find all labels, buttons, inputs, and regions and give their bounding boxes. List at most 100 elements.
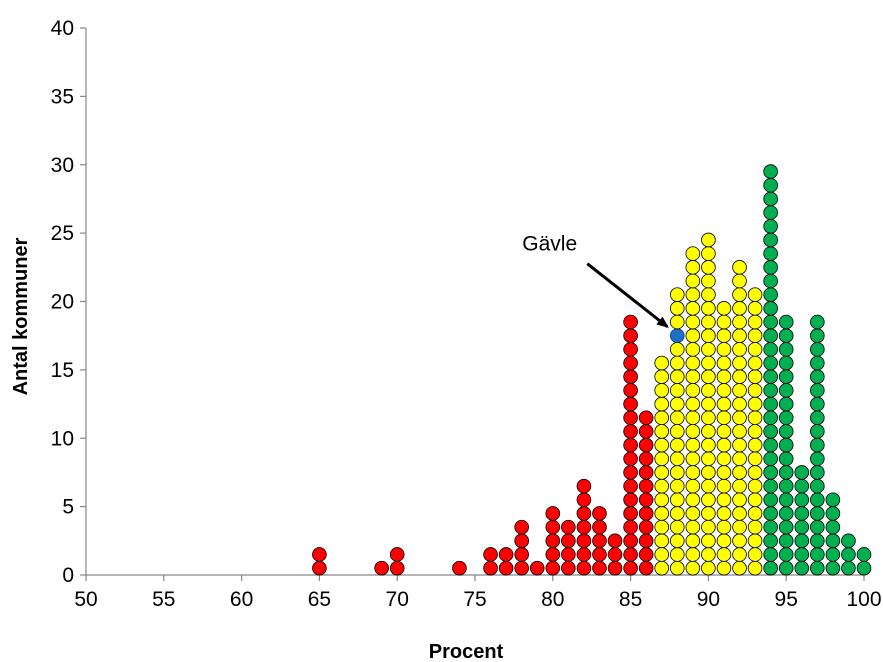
- data-dot: [701, 492, 716, 508]
- data-dot: [545, 560, 561, 576]
- data-dot: [732, 547, 747, 562]
- data-dot: [654, 478, 670, 494]
- data-dot: [623, 519, 638, 535]
- data-dot: [701, 301, 716, 316]
- data-dot: [685, 451, 701, 467]
- data-dot: [701, 232, 716, 248]
- data-dot: [716, 533, 732, 549]
- data-dot: [810, 547, 825, 562]
- y-tick-label: 5: [62, 496, 74, 519]
- data-dot: [312, 547, 327, 562]
- data-dot: [763, 164, 778, 179]
- data-dot: [654, 424, 670, 439]
- data-dot: [747, 396, 763, 412]
- data-dot: [669, 355, 685, 371]
- data-dot: [732, 506, 747, 521]
- data-dot: [810, 410, 825, 426]
- data-dot: [654, 451, 670, 467]
- data-dot: [778, 560, 794, 576]
- data-dot: [763, 328, 778, 343]
- data-dot: [732, 478, 747, 494]
- data-dot: [701, 547, 716, 562]
- data-dot: [514, 547, 529, 562]
- data-dot: [498, 560, 514, 576]
- data-dot: [778, 355, 794, 371]
- data-dot: [685, 273, 701, 289]
- data-dot: [778, 424, 794, 439]
- data-dot: [732, 273, 747, 289]
- data-dot: [654, 560, 670, 576]
- data-dot: [638, 492, 654, 508]
- data-dot: [685, 369, 701, 385]
- data-dot: [763, 519, 778, 535]
- data-dot: [763, 232, 778, 248]
- data-dot: [763, 342, 778, 357]
- data-dot: [778, 492, 794, 508]
- data-dot: [669, 547, 685, 562]
- data-dot: [778, 342, 794, 357]
- annotation-label-gavle: Gävle: [522, 233, 577, 256]
- y-tick-label: 30: [51, 154, 74, 177]
- data-dot: [607, 560, 623, 576]
- data-dot: [763, 383, 778, 398]
- data-dot: [389, 560, 405, 576]
- data-dot: [638, 533, 654, 549]
- data-dot: [716, 410, 732, 426]
- data-dot: [669, 287, 685, 302]
- data-dot: [623, 383, 638, 398]
- data-dot: [701, 560, 716, 576]
- data-dot: [685, 560, 701, 576]
- data-dot: [685, 260, 701, 275]
- data-dot: [669, 314, 685, 330]
- data-dot: [716, 560, 732, 576]
- data-dot: [810, 478, 825, 494]
- data-dot: [701, 342, 716, 357]
- y-axis-title: Antal kommuner: [10, 237, 32, 395]
- data-dot: [529, 560, 545, 576]
- data-dot: [685, 519, 701, 535]
- data-dot: [716, 342, 732, 357]
- data-dot: [810, 396, 825, 412]
- data-dot: [716, 355, 732, 371]
- data-dot: [623, 547, 638, 562]
- x-tick-label: 60: [230, 588, 253, 611]
- data-dot: [747, 560, 763, 576]
- data-dot: [701, 519, 716, 535]
- data-dot: [545, 506, 561, 521]
- data-dot: [514, 560, 529, 576]
- data-dot: [763, 424, 778, 439]
- data-dot: [561, 547, 576, 562]
- data-dot: [747, 301, 763, 316]
- data-dot: [810, 328, 825, 343]
- data-dot: [747, 519, 763, 535]
- data-dot: [312, 560, 327, 576]
- data-dot: [747, 342, 763, 357]
- data-dot: [716, 314, 732, 330]
- data-dot: [576, 478, 592, 494]
- data-dot: [778, 506, 794, 521]
- data-dot: [685, 246, 701, 261]
- data-dot: [638, 519, 654, 535]
- data-dot: [763, 218, 778, 234]
- data-dot: [654, 437, 670, 453]
- data-dot: [778, 369, 794, 385]
- data-dot: [685, 314, 701, 330]
- data-dot: [685, 355, 701, 371]
- data-dot: [716, 369, 732, 385]
- data-dot: [763, 355, 778, 371]
- data-dot: [592, 560, 607, 576]
- data-dot: [732, 355, 747, 371]
- data-dot: [763, 177, 778, 193]
- data-dot: [810, 342, 825, 357]
- data-dot: [794, 547, 810, 562]
- data-dot: [545, 519, 561, 535]
- data-dot: [685, 383, 701, 398]
- data-dot: [685, 437, 701, 453]
- data-dot: [669, 410, 685, 426]
- data-dot: [825, 519, 841, 535]
- data-dot: [623, 314, 638, 330]
- x-tick-label: 55: [152, 588, 175, 611]
- data-dot: [810, 492, 825, 508]
- data-dot: [685, 547, 701, 562]
